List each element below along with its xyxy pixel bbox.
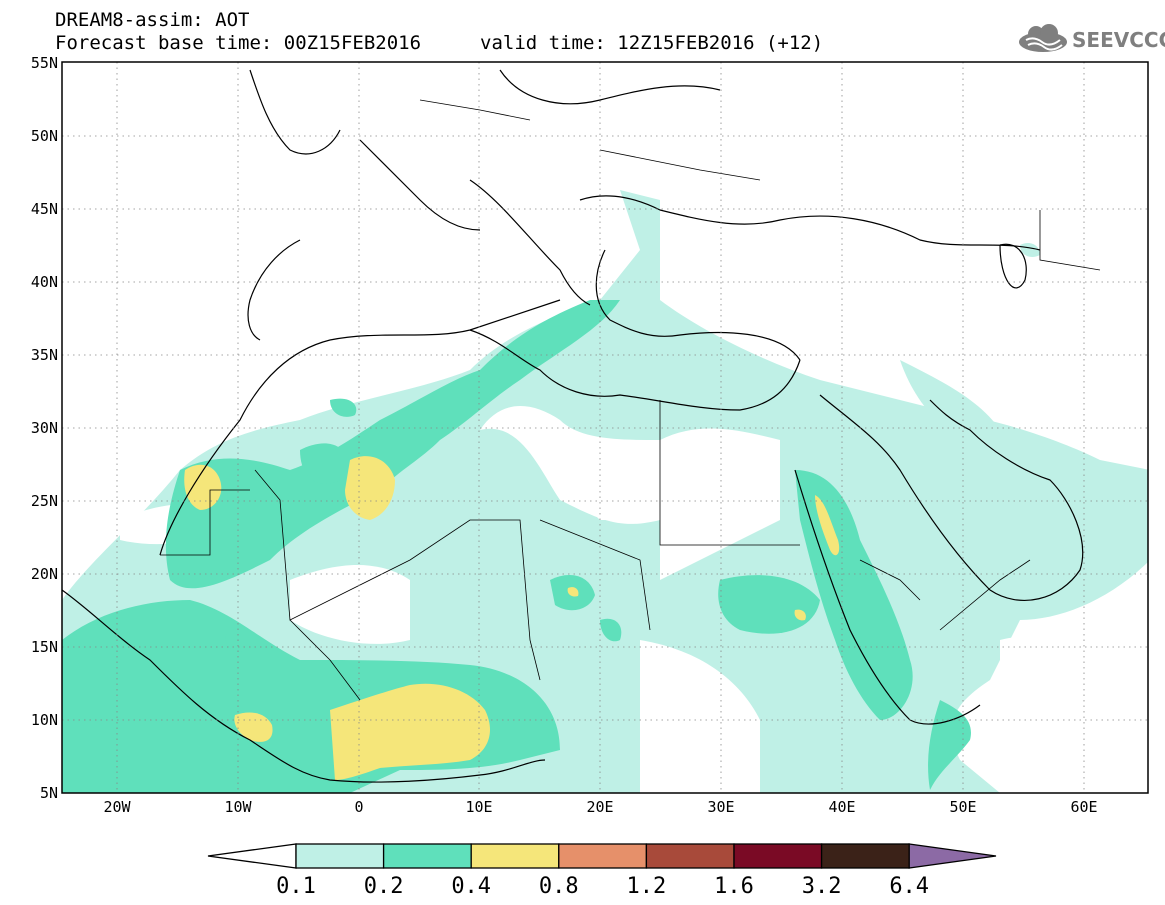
lat-label: 10N <box>31 711 58 729</box>
colorbar-segment <box>645 843 735 869</box>
forecast-base-time: Forecast base time: 00Z15FEB2016 <box>55 32 422 54</box>
colorbar-segment <box>820 843 910 869</box>
lon-label: 0 <box>354 798 363 816</box>
country-borders <box>160 99 1101 701</box>
colorbar-right-arrow <box>908 843 997 869</box>
colorbar-segment <box>558 843 648 869</box>
lon-label: 20W <box>103 798 131 816</box>
lon-label: 20E <box>586 798 613 816</box>
lon-label: 50E <box>949 798 976 816</box>
cloud-logo-icon <box>1019 24 1067 52</box>
lat-label: 30N <box>31 419 58 437</box>
lon-labels: 20W 10W 0 10E 20E 30E 40E 50E 60E <box>103 798 1097 816</box>
colorbar-label: 1.2 <box>627 874 667 899</box>
map-frame <box>61 61 1149 794</box>
colorbar-label: 6.4 <box>889 874 929 899</box>
colorbar-label: 0.4 <box>451 874 491 899</box>
colorbar-label: 0.1 <box>276 874 316 899</box>
colorbar-segment <box>382 843 472 869</box>
lat-label: 50N <box>31 127 58 145</box>
lat-label: 35N <box>31 346 58 364</box>
colorbar-label: 0.2 <box>364 874 404 899</box>
coastlines <box>62 69 1084 783</box>
aot-level-0.4 <box>184 456 840 780</box>
colorbar-label: 0.8 <box>539 874 579 899</box>
colorbar-segment <box>470 843 560 869</box>
seevccc-logo: SEEVCCC <box>1016 22 1165 58</box>
colorbar-labels: 0.1 0.2 0.4 0.8 1.2 1.6 3.2 6.4 <box>276 874 929 899</box>
colorbar-segments <box>207 843 997 869</box>
colorbar-segment <box>295 843 385 869</box>
colorbar-segment <box>733 843 823 869</box>
colorbar-label: 3.2 <box>802 874 842 899</box>
colorbar-left-arrow <box>207 843 297 869</box>
lat-label: 25N <box>31 492 58 510</box>
aot-contours <box>62 190 1148 793</box>
lat-labels: 55N 50N 45N 40N 35N 30N 25N 20N 15N 10N … <box>31 54 58 802</box>
lat-label: 45N <box>31 200 58 218</box>
lon-label: 10W <box>224 798 252 816</box>
lon-label: 40E <box>828 798 855 816</box>
logo-text: SEEVCCC <box>1072 28 1165 52</box>
lat-label: 20N <box>31 565 58 583</box>
lon-label: 60E <box>1070 798 1097 816</box>
lon-label: 30E <box>707 798 734 816</box>
lat-label: 5N <box>40 784 58 802</box>
gridlines <box>62 62 1148 793</box>
lat-label: 15N <box>31 638 58 656</box>
lon-label: 10E <box>465 798 492 816</box>
map-title: DREAM8-assim: AOT <box>55 9 250 31</box>
valid-time: valid time: 12Z15FEB2016 (+12) <box>480 32 824 54</box>
lat-label: 55N <box>31 54 58 72</box>
colorbar-label: 1.6 <box>714 874 754 899</box>
lat-label: 40N <box>31 273 58 291</box>
